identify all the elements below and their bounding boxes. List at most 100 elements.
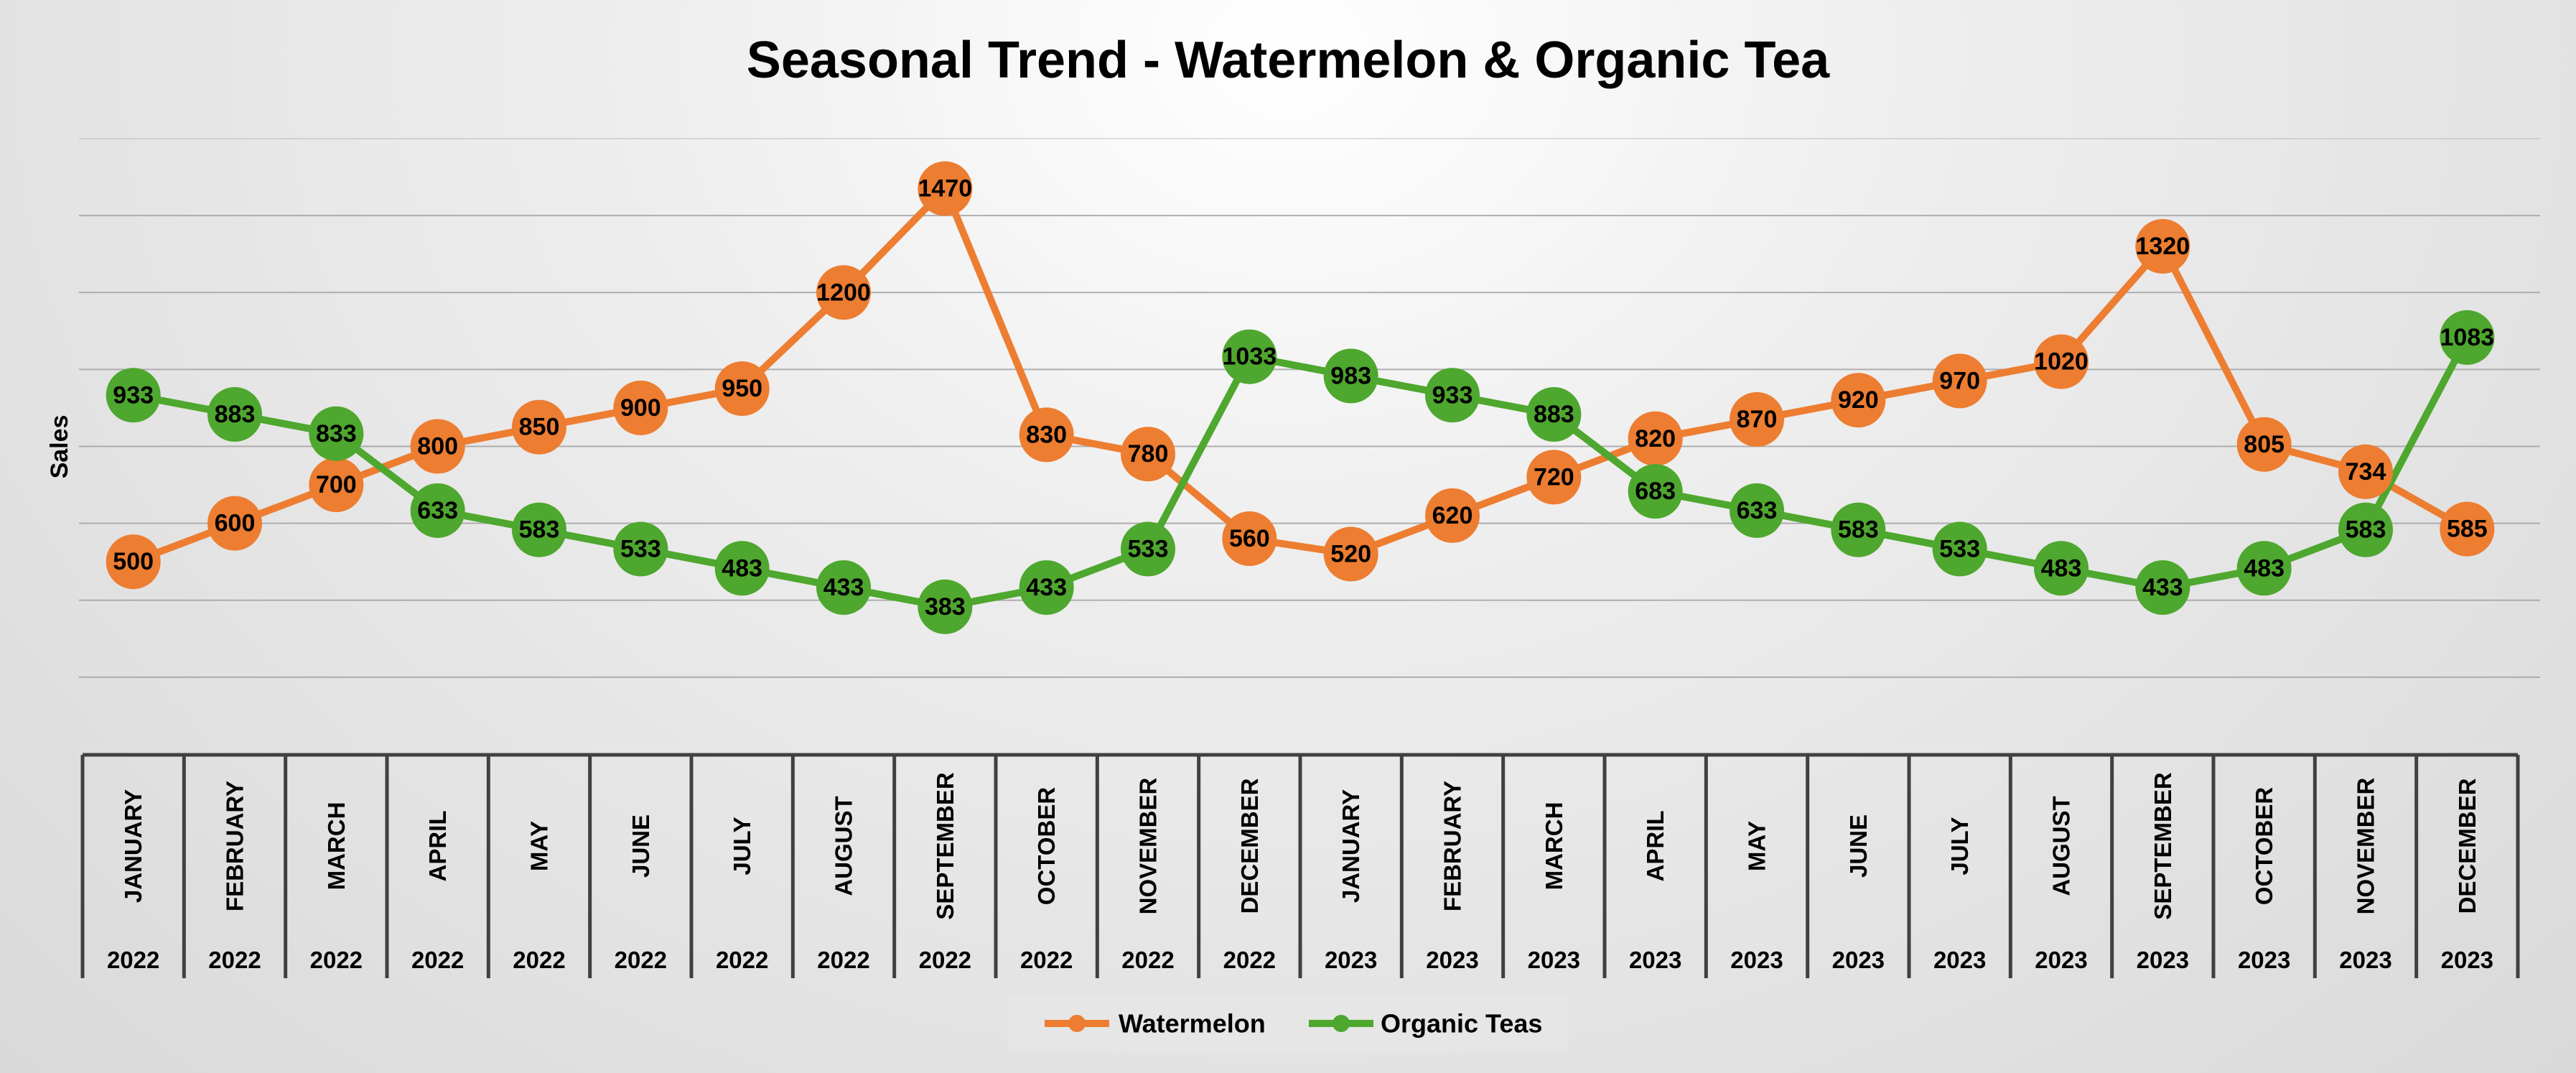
data-label: 583	[1838, 516, 1879, 544]
year-tick-label: 2022	[716, 947, 768, 973]
year-tick-label: 2022	[411, 947, 464, 973]
data-label: 483	[2041, 554, 2082, 582]
data-label: 633	[417, 497, 458, 524]
month-tick-label: MAY	[1744, 821, 1770, 871]
data-label: 933	[113, 381, 154, 409]
data-label: 970	[1939, 367, 1980, 394]
year-tick-label: 2022	[919, 947, 971, 973]
year-tick-label: 2022	[1121, 947, 1174, 973]
data-label: 780	[1128, 440, 1169, 468]
legend-label: Watermelon	[1119, 1009, 1266, 1039]
data-point	[309, 406, 364, 461]
month-tick-label: JULY	[729, 817, 755, 875]
data-label: 983	[1330, 362, 1371, 389]
data-point	[410, 419, 465, 474]
data-point	[1323, 348, 1378, 404]
year-tick-label: 2023	[2238, 947, 2290, 973]
data-label: 560	[1229, 525, 1270, 552]
data-point	[1730, 483, 1784, 538]
data-label: 920	[1838, 386, 1879, 414]
data-label: 483	[722, 554, 762, 582]
data-point	[816, 560, 871, 616]
year-tick-label: 2023	[2339, 947, 2391, 973]
data-point	[2338, 444, 2393, 499]
month-tick-label: JULY	[1946, 817, 1973, 875]
month-tick-label: DECEMBER	[2454, 778, 2481, 914]
data-label: 483	[2244, 554, 2285, 582]
data-point	[2034, 541, 2089, 596]
series-lines	[106, 161, 2495, 634]
data-point	[2236, 417, 2292, 472]
year-tick-label: 2023	[1933, 947, 1986, 973]
year-tick-label: 2023	[2137, 947, 2189, 973]
data-point	[1932, 353, 1987, 409]
data-point	[1425, 368, 1480, 423]
month-tick-label: OCTOBER	[2251, 787, 2277, 906]
data-point	[1628, 464, 1683, 519]
data-label: 900	[620, 394, 661, 422]
data-label: 1470	[918, 175, 973, 203]
month-tick-label: JANUARY	[1338, 789, 1364, 903]
data-point	[613, 521, 668, 577]
data-label: 950	[722, 375, 762, 402]
data-label: 800	[417, 433, 458, 460]
data-point	[1222, 329, 1277, 384]
month-tick-label: FEBRUARY	[1439, 781, 1466, 911]
data-label: 833	[316, 420, 357, 447]
data-point	[1425, 488, 1480, 543]
data-label: 1200	[816, 279, 871, 306]
series-line	[129, 185, 2471, 566]
month-tick-label: JANUARY	[120, 789, 146, 903]
data-label: 585	[2447, 516, 2488, 543]
data-point	[816, 265, 871, 320]
chart-title: Seasonal Trend - Watermelon & Organic Te…	[747, 32, 1830, 89]
month-tick-label: APRIL	[424, 811, 451, 882]
data-label: 805	[2244, 431, 2285, 458]
data-point	[2135, 560, 2190, 616]
month-tick-label: SEPTEMBER	[932, 772, 958, 920]
month-tick-label: JUNE	[627, 814, 654, 878]
legend-marker	[1068, 1015, 1086, 1032]
data-point	[1019, 560, 1074, 616]
month-tick-label: FEBRUARY	[222, 781, 248, 911]
data-label: 820	[1635, 425, 1676, 452]
data-point	[512, 399, 566, 455]
data-label: 620	[1432, 502, 1473, 529]
month-tick-label: NOVEMBER	[2353, 777, 2379, 914]
year-tick-label: 2023	[1528, 947, 1580, 973]
data-point	[207, 387, 262, 442]
data-label: 870	[1737, 406, 1778, 433]
data-point	[1831, 502, 1886, 557]
year-tick-label: 2022	[310, 947, 363, 973]
data-point	[1932, 521, 1987, 577]
data-label: 720	[1534, 463, 1574, 491]
month-tick-label: AUGUST	[831, 796, 857, 896]
data-label: 683	[1635, 478, 1676, 505]
month-tick-label: MARCH	[1541, 802, 1567, 891]
data-point	[613, 380, 668, 435]
y-axis-label: Sales	[46, 415, 73, 479]
year-tick-label: 2023	[1426, 947, 1478, 973]
month-tick-label: MARCH	[323, 802, 350, 891]
month-tick-label: DECEMBER	[1236, 778, 1263, 914]
year-tick-label: 2022	[615, 947, 667, 973]
legend: Watermelon Organic Teas	[1007, 995, 1567, 1052]
data-point	[1730, 392, 1784, 447]
data-point	[2236, 541, 2292, 596]
data-label: 830	[1026, 421, 1067, 448]
data-point	[2338, 502, 2393, 557]
data-point	[2135, 218, 2190, 274]
data-label: 734	[2346, 458, 2386, 486]
legend-label: Organic Teas	[1381, 1009, 1542, 1039]
data-point	[106, 534, 161, 590]
year-tick-label: 2023	[2441, 947, 2493, 973]
data-label: 500	[113, 548, 154, 575]
year-tick-label: 2022	[1020, 947, 1073, 973]
year-tick-label: 2023	[1325, 947, 1377, 973]
data-label: 1020	[2034, 348, 2089, 376]
data-point	[1222, 511, 1277, 567]
data-point	[1019, 407, 1074, 463]
year-tick-label: 2023	[1730, 947, 1783, 973]
